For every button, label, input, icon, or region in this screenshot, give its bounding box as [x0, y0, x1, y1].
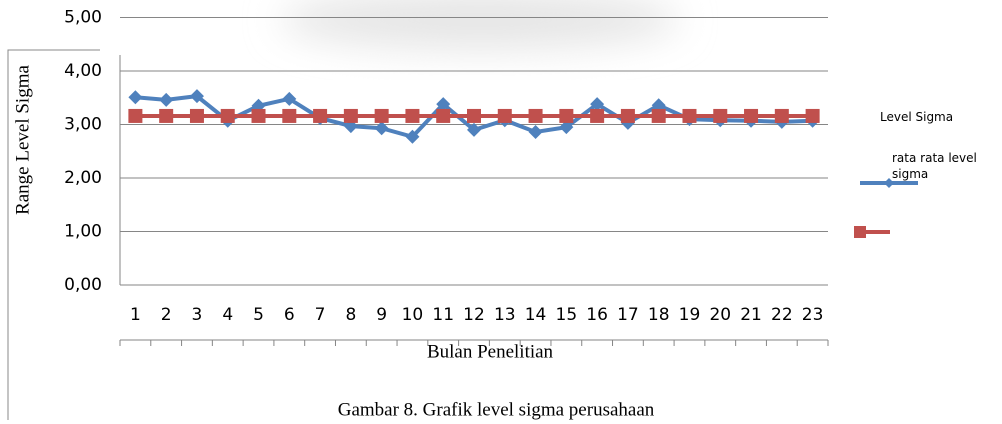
- marker: [805, 108, 820, 123]
- x-tick-label: 22: [771, 305, 793, 325]
- x-tick-label: 8: [345, 305, 356, 325]
- marker: [405, 129, 420, 144]
- marker: [128, 90, 143, 105]
- y-tick-label: 4,00: [64, 61, 102, 81]
- y-tick-label: 1,00: [64, 222, 102, 242]
- marker: [189, 108, 204, 123]
- marker: [343, 108, 358, 123]
- marker: [220, 108, 235, 123]
- marker: [620, 108, 635, 123]
- marker: [374, 121, 389, 136]
- x-tick-label: 3: [192, 305, 203, 325]
- legend-label: Level Sigma: [880, 110, 954, 124]
- marker: [774, 108, 789, 123]
- caption: Gambar 8. Grafik level sigma perusahaan: [338, 399, 655, 420]
- marker: [405, 108, 420, 123]
- y-tick-label: 5,00: [64, 8, 102, 28]
- x-tick-label: 13: [494, 305, 516, 325]
- x-tick-label: 16: [586, 305, 608, 325]
- x-tick-label: 15: [556, 305, 578, 325]
- x-tick-label: 23: [802, 305, 824, 325]
- x-tick-label: 11: [432, 305, 454, 325]
- x-tick-label: 9: [376, 305, 387, 325]
- marker: [467, 108, 481, 123]
- y-axis-title: Range Level Sigma: [12, 65, 33, 215]
- y-tick-label: 0,00: [64, 275, 102, 295]
- marker: [159, 92, 174, 107]
- x-tick-label: 7: [315, 305, 326, 325]
- marker: [682, 108, 697, 123]
- x-tick-label: 5: [253, 305, 264, 325]
- y-tick-label: 3,00: [64, 115, 102, 135]
- shadow: [280, 0, 680, 50]
- chart-border: [7, 49, 100, 420]
- legend-key: [854, 226, 866, 238]
- marker: [128, 108, 143, 123]
- marker: [189, 89, 204, 104]
- x-tick-label: 4: [222, 305, 233, 325]
- marker: [559, 120, 574, 135]
- marker: [590, 108, 605, 123]
- marker: [651, 98, 666, 113]
- marker: [467, 122, 481, 137]
- y-tick-label: 2,00: [64, 168, 102, 188]
- x-tick-label: 20: [709, 305, 731, 325]
- marker: [590, 97, 605, 112]
- marker: [374, 108, 389, 123]
- marker: [528, 124, 543, 139]
- x-tick-label: 18: [648, 305, 670, 325]
- marker: [159, 108, 174, 123]
- marker: [528, 108, 543, 123]
- marker: [282, 91, 297, 106]
- legend-label: rata rata level sigma: [892, 151, 977, 181]
- marker: [651, 108, 666, 123]
- x-tick-label: 12: [463, 305, 485, 325]
- x-tick-label: 17: [617, 305, 639, 325]
- marker: [744, 108, 759, 123]
- marker: [313, 108, 328, 123]
- x-tick-label: 6: [284, 305, 295, 325]
- x-tick-label: 21: [740, 305, 762, 325]
- marker: [497, 108, 512, 123]
- x-tick-label: 1: [130, 305, 141, 325]
- x-tick-label: 2: [161, 305, 172, 325]
- marker: [713, 108, 728, 123]
- marker: [436, 108, 451, 123]
- marker: [559, 108, 574, 123]
- marker: [436, 97, 451, 112]
- x-tick-label: 10: [402, 305, 424, 325]
- marker: [251, 108, 266, 123]
- x-axis-title: Bulan Penelitian: [427, 341, 554, 362]
- x-tick-label: 14: [525, 305, 547, 325]
- marker: [282, 108, 297, 123]
- x-tick-label: 19: [679, 305, 701, 325]
- legend-key: [884, 178, 894, 188]
